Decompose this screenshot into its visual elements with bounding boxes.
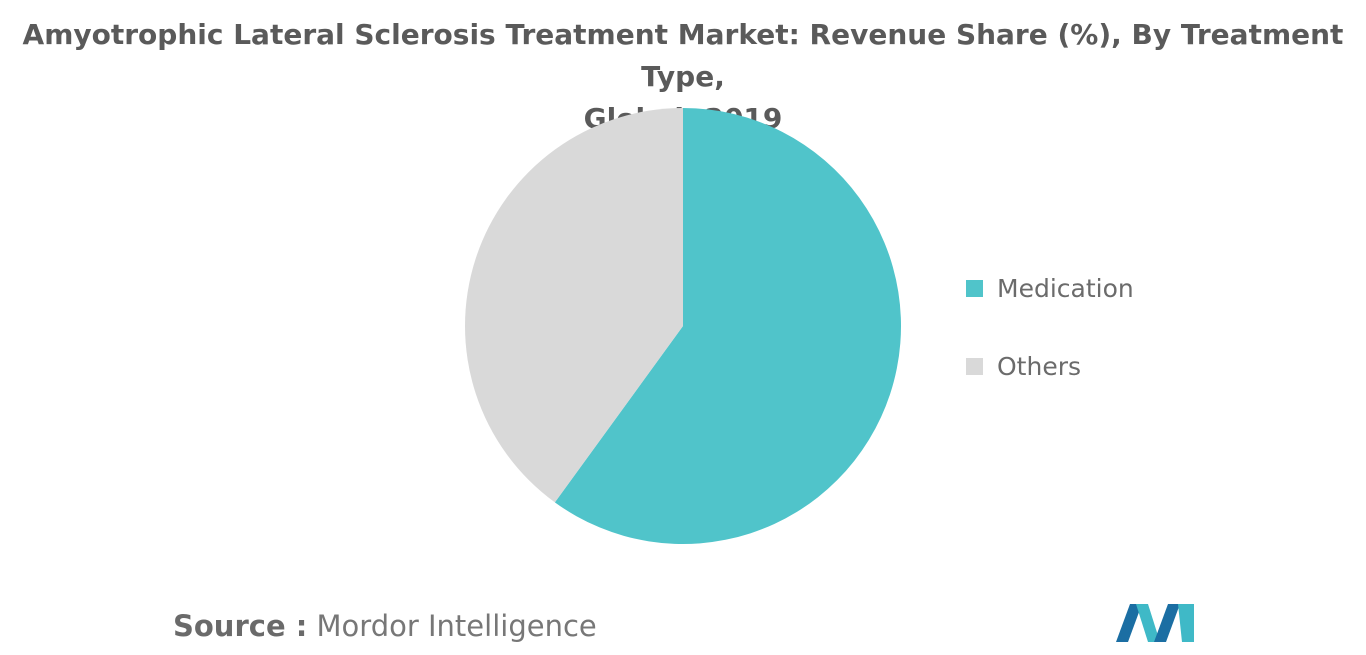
logo-shape-2 (1136, 604, 1160, 642)
legend-item-medication: Medication (966, 270, 1134, 306)
legend: Medication Others (966, 270, 1134, 426)
legend-item-others: Others (966, 348, 1134, 384)
source-value: Mordor Intelligence (316, 609, 597, 643)
legend-label-medication: Medication (997, 273, 1134, 303)
logo-shape-1 (1116, 604, 1142, 642)
legend-label-others: Others (997, 351, 1082, 381)
mordor-intelligence-logo (1116, 604, 1194, 642)
source-label: Source : (173, 609, 308, 643)
source-note: Source : Mordor Intelligence (173, 606, 597, 646)
chart-title-line-1: Amyotrophic Lateral Sclerosis Treatment … (22, 18, 1344, 93)
logo-shape-3 (1154, 604, 1180, 642)
pie-slice-others (465, 108, 683, 503)
pie-slice-medication (554, 108, 902, 545)
legend-swatch-others (966, 357, 983, 375)
logo-shape-4 (1178, 604, 1194, 642)
legend-swatch-medication (966, 279, 983, 297)
